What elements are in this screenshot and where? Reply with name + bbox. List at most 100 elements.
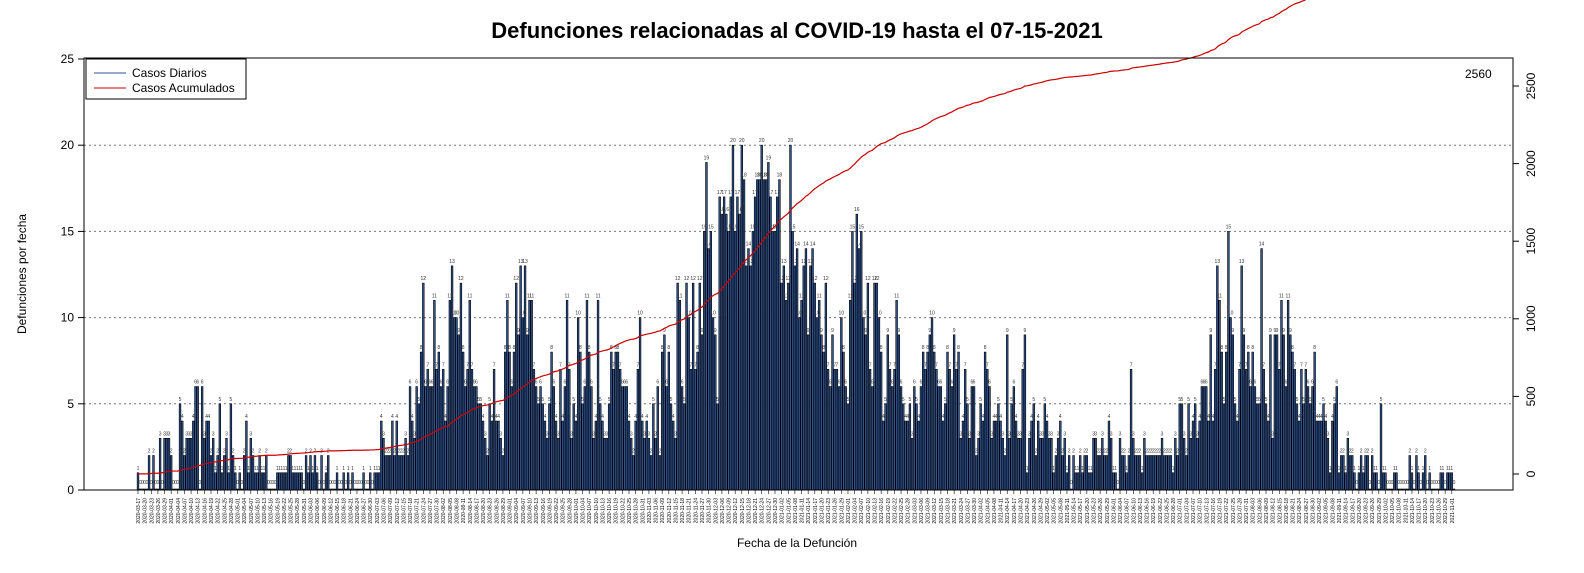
x-tick-label: 2021-02-04 bbox=[853, 498, 859, 524]
bar bbox=[512, 351, 516, 491]
bar-value-label: 2 bbox=[632, 449, 635, 455]
bar bbox=[1448, 472, 1451, 491]
bar bbox=[450, 265, 454, 491]
x-tick-label: 2021-05-05 bbox=[1052, 498, 1058, 524]
bar-value-label: 15 bbox=[770, 224, 776, 230]
bar bbox=[1003, 455, 1007, 491]
x-tick-label: 2020-07-27 bbox=[428, 498, 434, 524]
bar-value-label: 4 bbox=[906, 414, 909, 420]
bar bbox=[698, 282, 701, 491]
bar bbox=[1275, 334, 1279, 491]
bar bbox=[216, 455, 219, 491]
bar bbox=[515, 282, 518, 491]
bar-value-label: 15 bbox=[701, 224, 707, 230]
bar-value-label: 6 bbox=[539, 380, 542, 386]
bar-value-label: 8 bbox=[1225, 345, 1228, 351]
x-tick-label: 2020-11-12 bbox=[667, 498, 673, 523]
y-tick-label: 5 bbox=[67, 397, 74, 411]
x-tick-label: 2021-10-17 bbox=[1417, 498, 1423, 524]
bar bbox=[709, 231, 713, 491]
bar bbox=[857, 248, 861, 491]
x-tick-label: 2020-06-21 bbox=[348, 498, 354, 524]
bar-value-label: 0 bbox=[176, 480, 179, 486]
bar bbox=[581, 403, 584, 491]
bar-value-label: 7 bbox=[1245, 362, 1248, 368]
bar-value-label: 18 bbox=[763, 173, 769, 179]
bar bbox=[849, 300, 852, 491]
bar bbox=[229, 403, 233, 491]
bar-value-label: 2 bbox=[486, 449, 489, 455]
bar-value-label: 0 bbox=[1413, 480, 1416, 486]
x-tick-label: 2020-12-18 bbox=[746, 498, 752, 524]
bar-value-label: 5 bbox=[902, 397, 905, 403]
x-tick-label: 2021-02-19 bbox=[886, 498, 892, 524]
bar bbox=[262, 472, 266, 491]
bar-value-label: 14 bbox=[794, 242, 800, 248]
x-tick-label: 2021-01-26 bbox=[833, 498, 839, 524]
bar bbox=[278, 472, 281, 491]
bar-value-label: 0 bbox=[1444, 480, 1447, 486]
bar-value-label: 3 bbox=[630, 431, 633, 437]
x-tick-label: 2021-08-06 bbox=[1257, 498, 1263, 524]
bar-value-label: 12 bbox=[458, 276, 464, 282]
y2-tick-label: 0 bbox=[1524, 470, 1538, 477]
bar bbox=[311, 472, 314, 491]
bar-value-label: 3 bbox=[1092, 431, 1095, 437]
bar-value-label: 8 bbox=[1247, 345, 1250, 351]
x-tick-label: 2020-05-01 bbox=[236, 498, 242, 524]
bar-value-label: 4 bbox=[207, 414, 210, 420]
bar-value-label: 7 bbox=[690, 362, 693, 368]
bar-value-label: 4 bbox=[1198, 414, 1201, 420]
bar-value-label: 7 bbox=[466, 362, 469, 368]
bar-value-label: 8 bbox=[462, 345, 465, 351]
bar bbox=[563, 386, 567, 491]
bar bbox=[1313, 351, 1316, 491]
bar bbox=[1269, 334, 1272, 491]
bar bbox=[1333, 403, 1336, 491]
bar bbox=[1180, 403, 1184, 491]
bar bbox=[767, 162, 770, 491]
bar bbox=[658, 455, 662, 491]
bar-value-label: 4 bbox=[205, 414, 208, 420]
bar-value-label: 5 bbox=[179, 397, 182, 403]
bar bbox=[382, 437, 385, 491]
bar-value-label: 13 bbox=[1215, 259, 1221, 265]
bar bbox=[433, 300, 436, 491]
bar-value-label: 0 bbox=[371, 480, 374, 486]
bar bbox=[1302, 403, 1305, 491]
x-tick-label: 2021-10-14 bbox=[1410, 498, 1416, 524]
bar bbox=[287, 455, 290, 491]
bar bbox=[386, 455, 390, 491]
bar bbox=[214, 472, 217, 491]
bar bbox=[448, 300, 452, 491]
bar-value-label: 1 bbox=[378, 466, 381, 472]
bar-value-label: 3 bbox=[1143, 431, 1146, 437]
x-tick-label: 2020-07-09 bbox=[388, 498, 394, 524]
bar bbox=[638, 317, 642, 491]
x-tick-label: 2021-09-14 bbox=[1344, 498, 1350, 524]
bar-value-label: 1 bbox=[1395, 466, 1398, 472]
bar-value-label: 13 bbox=[748, 259, 754, 265]
bar bbox=[981, 420, 985, 491]
bar-value-label: 8 bbox=[617, 345, 620, 351]
bar-value-label: 1 bbox=[1052, 466, 1055, 472]
bar bbox=[196, 386, 199, 491]
bar-value-label: 3 bbox=[959, 431, 962, 437]
x-tick-label: 2021-04-26 bbox=[1032, 498, 1038, 524]
bar bbox=[291, 472, 294, 491]
bar bbox=[1087, 472, 1091, 491]
bar bbox=[532, 369, 536, 491]
x-tick-label: 2020-08-20 bbox=[481, 498, 487, 524]
bar-value-label: 0 bbox=[1453, 480, 1456, 486]
bar bbox=[1025, 472, 1029, 491]
bar-value-label: 9 bbox=[1273, 328, 1276, 334]
bar bbox=[417, 403, 421, 491]
x-tick-label: 2021-08-03 bbox=[1251, 498, 1257, 524]
bar bbox=[596, 300, 600, 491]
x-tick-label: 2020-07-15 bbox=[401, 498, 407, 524]
bar-value-label: 12 bbox=[421, 276, 427, 282]
bar bbox=[1006, 334, 1009, 491]
x-tick-label: 2020-04-22 bbox=[216, 498, 222, 524]
y-tick-label: 15 bbox=[61, 224, 75, 238]
